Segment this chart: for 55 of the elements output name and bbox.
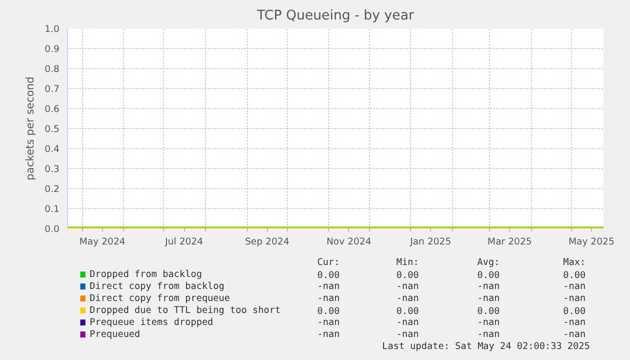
y-tick-label: 0.8: [44, 64, 60, 75]
text: -nan: [396, 317, 419, 328]
text: -nan: [477, 329, 500, 340]
y-tick-label: 0.1: [44, 204, 60, 215]
x-tick-label: Jul 2024: [164, 236, 204, 248]
text: 0.00: [563, 306, 586, 317]
text: -nan: [563, 293, 586, 304]
text: Last update: Sat May 24 02:00:33 2025: [382, 341, 590, 352]
text: -nan: [317, 329, 340, 340]
text: Max:: [563, 257, 586, 268]
y-tick-label: 0.4: [44, 144, 60, 155]
text: 0.00: [396, 270, 420, 281]
x-tick-label: May 2024: [79, 236, 126, 248]
text: -nan: [563, 281, 586, 292]
text: 0.00: [317, 306, 340, 317]
text: -nan: [563, 329, 586, 340]
text: 0.00: [396, 306, 420, 317]
y-axis-title: packets per second: [24, 76, 37, 180]
text: 0.00: [563, 270, 586, 281]
text: Min:: [396, 257, 419, 268]
text: -nan: [477, 281, 500, 292]
x-tick-label: Sep 2024: [245, 236, 290, 248]
x-tick-label: Nov 2024: [326, 236, 372, 248]
text: -nan: [317, 293, 340, 304]
x-tick-label: May 2025: [568, 236, 614, 248]
text: 0.00: [477, 306, 500, 317]
legend-label: Prequeued: [90, 329, 140, 340]
text: -nan: [396, 281, 419, 292]
legend-label: Direct copy from prequeue: [90, 293, 230, 304]
text: -nan: [563, 317, 586, 328]
y-tick-label: 0.0: [44, 224, 60, 235]
y-tick-label: 0.9: [44, 44, 60, 55]
text: -nan: [396, 293, 419, 304]
legend-label: Direct copy from backlog: [90, 281, 224, 292]
text: 0.00: [477, 270, 500, 281]
legend-label: Prequeue items dropped: [90, 317, 214, 328]
x-tick-label: Mar 2025: [488, 236, 532, 248]
x-tick-label: Jan 2025: [409, 236, 452, 248]
text: 0.00: [317, 270, 340, 281]
y-tick-label: 0.2: [44, 184, 60, 195]
legend-label: Dropped due to TTL being too short: [90, 305, 281, 316]
y-tick-label: 0.6: [44, 104, 60, 115]
text: -nan: [477, 317, 500, 328]
text: Cur:: [317, 257, 340, 268]
text: -nan: [317, 317, 340, 328]
text: -nan: [317, 281, 340, 292]
y-tick-label: 1.0: [44, 24, 60, 35]
chart-title: TCP Queueing - by year: [256, 8, 414, 24]
legend-label: Dropped from backlog: [90, 269, 202, 280]
text: Avg:: [477, 257, 500, 268]
y-tick-label: 0.3: [44, 164, 60, 175]
text: -nan: [477, 293, 500, 304]
y-tick-label: 0.7: [44, 84, 60, 95]
y-tick-label: 0.5: [44, 124, 60, 135]
text: -nan: [396, 329, 419, 340]
